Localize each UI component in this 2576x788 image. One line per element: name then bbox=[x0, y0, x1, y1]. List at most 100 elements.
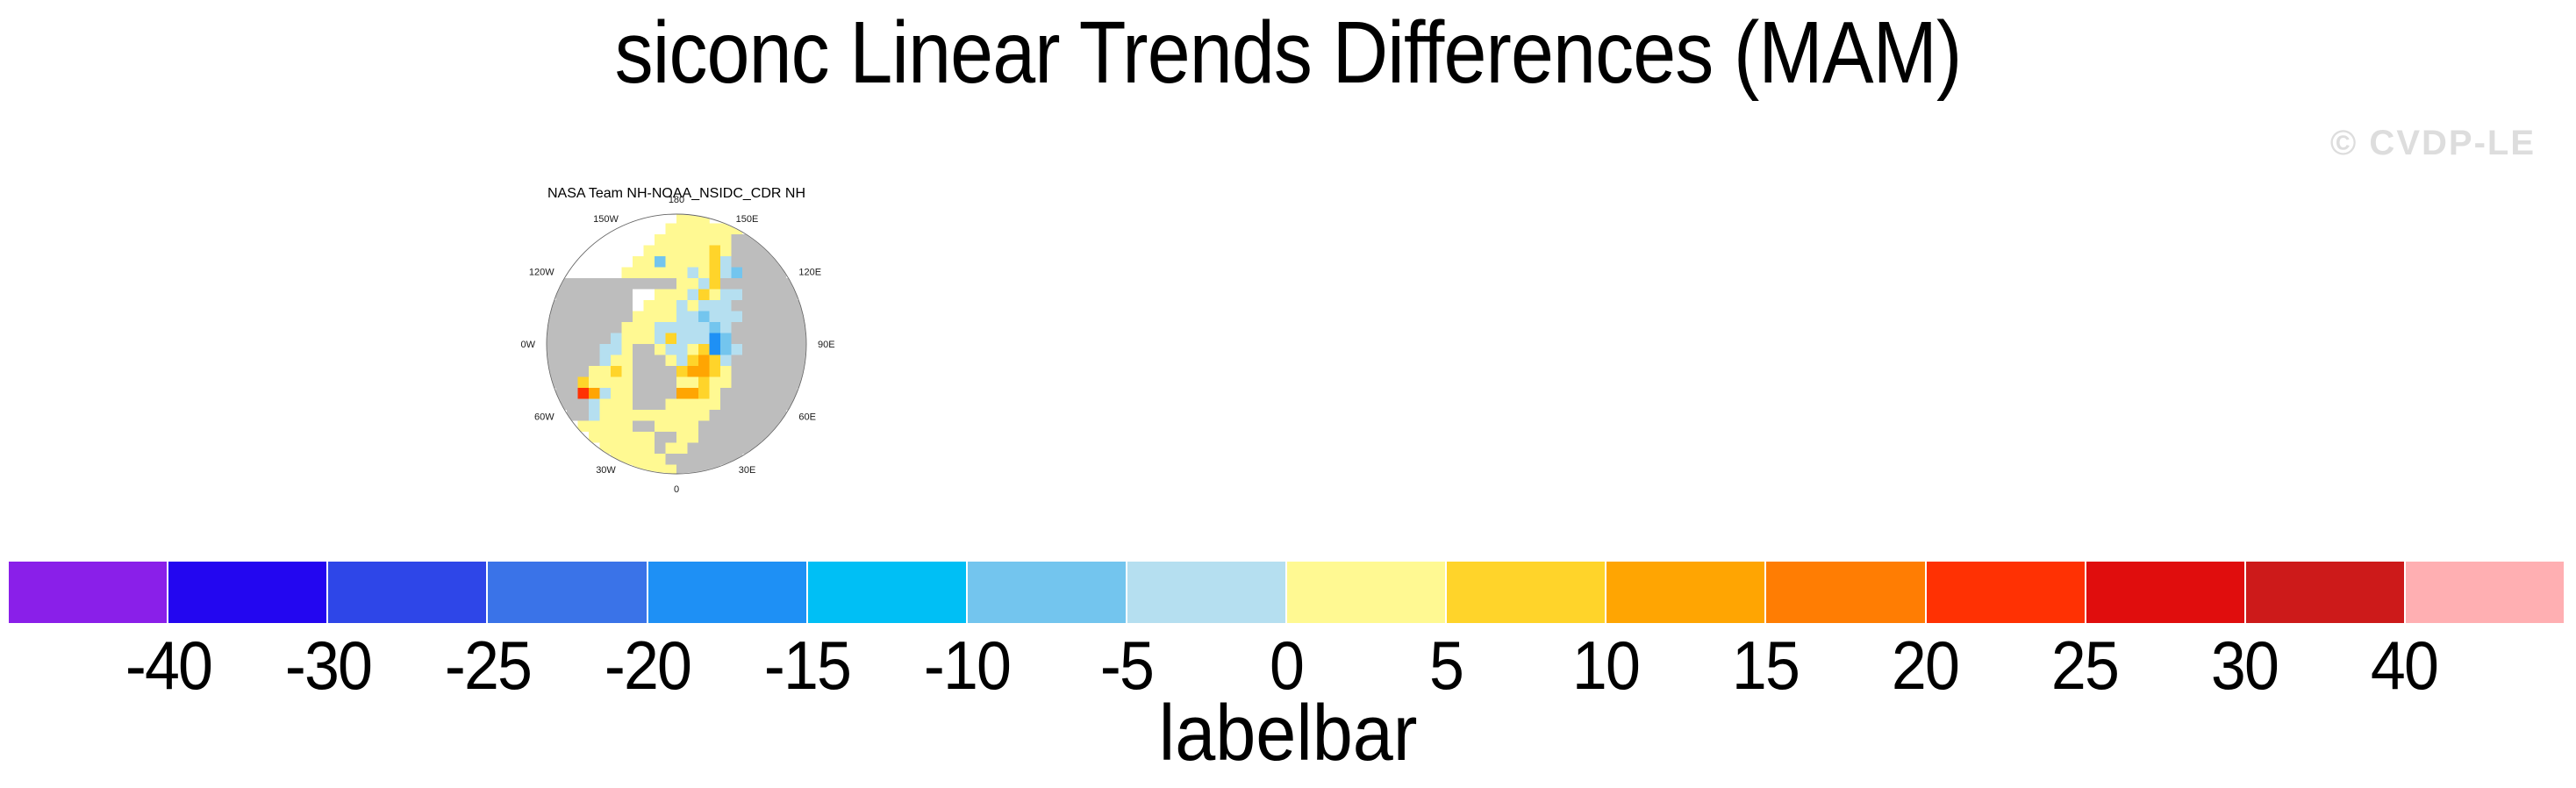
map-grid-cell bbox=[567, 366, 578, 377]
map-grid-cell bbox=[621, 432, 633, 443]
map-grid-cell bbox=[753, 289, 765, 301]
map-grid-cell bbox=[753, 278, 765, 290]
map-grid-cell bbox=[567, 333, 578, 345]
map-grid-cell bbox=[753, 398, 765, 411]
map-grid-cell bbox=[698, 376, 710, 389]
map-grid-cell bbox=[764, 398, 776, 411]
colorbar-tick-labels: -40 -30 -25 -20 -15 -10 -5 0 5 10 15 20 25 30 40 bbox=[9, 627, 2564, 704]
map-grid-cell bbox=[742, 355, 754, 367]
map-grid-cell bbox=[621, 388, 633, 399]
colorbar-tick-label: 25 bbox=[2050, 627, 2120, 704]
map-grid-cell bbox=[676, 376, 688, 389]
map-grid-cell bbox=[720, 355, 732, 367]
map-grid-cell bbox=[731, 322, 743, 333]
map-grid-cell bbox=[797, 366, 806, 377]
map-panel-title: NASA Team NH-NOAA_NSIDC_CDR NH bbox=[547, 186, 805, 201]
map-grid-cell bbox=[698, 344, 710, 355]
map-grid-cell bbox=[731, 410, 743, 421]
map-grid-cell bbox=[676, 420, 688, 433]
map-grid-cell bbox=[621, 410, 633, 421]
map-grid-cell bbox=[655, 234, 666, 246]
map-grid-cell bbox=[665, 245, 677, 257]
map-grid-cell bbox=[775, 289, 787, 301]
colorbar-segment-1 bbox=[168, 562, 327, 623]
map-grid-cell bbox=[599, 333, 612, 345]
map-grid-cell bbox=[676, 214, 688, 224]
map-grid-cell bbox=[698, 214, 710, 224]
map-grid-cell bbox=[753, 322, 765, 333]
map-grid-cell bbox=[621, 289, 633, 301]
map-grid-cell bbox=[720, 376, 732, 389]
map-grid-cell bbox=[753, 245, 765, 257]
map-grid-cell bbox=[786, 355, 798, 367]
map-grid-cell bbox=[698, 420, 710, 433]
map-grid-cell bbox=[599, 366, 612, 377]
longitude-label: 120E bbox=[798, 268, 821, 278]
map-grid-cell bbox=[786, 376, 798, 389]
map-grid-cell bbox=[611, 366, 622, 377]
map-grid-cell bbox=[655, 344, 666, 355]
map-grid-cell bbox=[720, 366, 732, 377]
map-grid-cell bbox=[720, 311, 732, 323]
map-grid-cell bbox=[775, 300, 787, 312]
map-grid-cell bbox=[665, 278, 677, 290]
map-grid-cell bbox=[698, 410, 710, 421]
map-grid-cell bbox=[589, 398, 600, 411]
map-grid-cell bbox=[687, 214, 699, 224]
map-grid-cell bbox=[577, 322, 590, 333]
map-grid-cell bbox=[577, 278, 590, 290]
map-grid-cell bbox=[577, 256, 590, 268]
colorbar-tick-label: 15 bbox=[1731, 627, 1800, 704]
map-grid-cell bbox=[655, 420, 666, 433]
map-grid-cell bbox=[665, 454, 677, 465]
longitude-label: 60E bbox=[798, 412, 816, 423]
map-grid-cell bbox=[753, 333, 765, 345]
map-grid-cell bbox=[621, 454, 633, 465]
map-grid-cell bbox=[676, 454, 688, 465]
map-grid-cell bbox=[687, 388, 699, 399]
map-grid-cell bbox=[643, 333, 655, 345]
map-grid-cell bbox=[665, 432, 677, 443]
map-grid-cell bbox=[567, 398, 578, 411]
map-grid-cell bbox=[720, 442, 732, 455]
map-grid-cell bbox=[633, 464, 644, 474]
map-grid-cell bbox=[547, 376, 556, 389]
map-grid-cell bbox=[676, 289, 688, 301]
map-grid-cell bbox=[731, 289, 743, 301]
map-grid-cell bbox=[643, 214, 655, 224]
map-grid-cell bbox=[655, 410, 666, 421]
map-grid-cell bbox=[720, 289, 732, 301]
map-grid-cell bbox=[555, 311, 568, 323]
map-grid-cell bbox=[621, 245, 633, 257]
map-grid-cell bbox=[665, 398, 677, 411]
map-grid-cell bbox=[709, 344, 721, 355]
map-grid-cell bbox=[643, 432, 655, 443]
map-grid-cell bbox=[764, 344, 776, 355]
map-grid-cell bbox=[687, 410, 699, 421]
map-grid-cell bbox=[720, 344, 732, 355]
map-grid-cell bbox=[599, 278, 612, 290]
map-grid-cell bbox=[720, 432, 732, 443]
map-grid-cell bbox=[698, 289, 710, 301]
map-grid-cell bbox=[665, 289, 677, 301]
map-grid-cell bbox=[698, 464, 710, 474]
map-grid-cell bbox=[698, 366, 710, 377]
map-grid-cell bbox=[633, 234, 644, 246]
map-grid-cell bbox=[611, 256, 622, 268]
colorbar-tick-label: 30 bbox=[2210, 627, 2279, 704]
map-grid-cell bbox=[676, 333, 688, 345]
map-grid-cell bbox=[709, 256, 721, 268]
map-grid-cell bbox=[621, 300, 633, 312]
map-grid-cell bbox=[753, 376, 765, 389]
map-grid-cell bbox=[589, 245, 600, 257]
map-grid-cell bbox=[643, 420, 655, 433]
map-grid-cell bbox=[577, 398, 590, 411]
map-boundary-circle bbox=[546, 213, 807, 475]
map-grid-cell bbox=[589, 344, 600, 355]
map-grid-cell bbox=[577, 333, 590, 345]
colorbar-segment-15 bbox=[2405, 562, 2564, 623]
map-grid-cell bbox=[687, 464, 699, 474]
map-grid-cell bbox=[555, 366, 568, 377]
colorbar bbox=[9, 562, 2564, 623]
map-grid-cell bbox=[709, 442, 721, 455]
